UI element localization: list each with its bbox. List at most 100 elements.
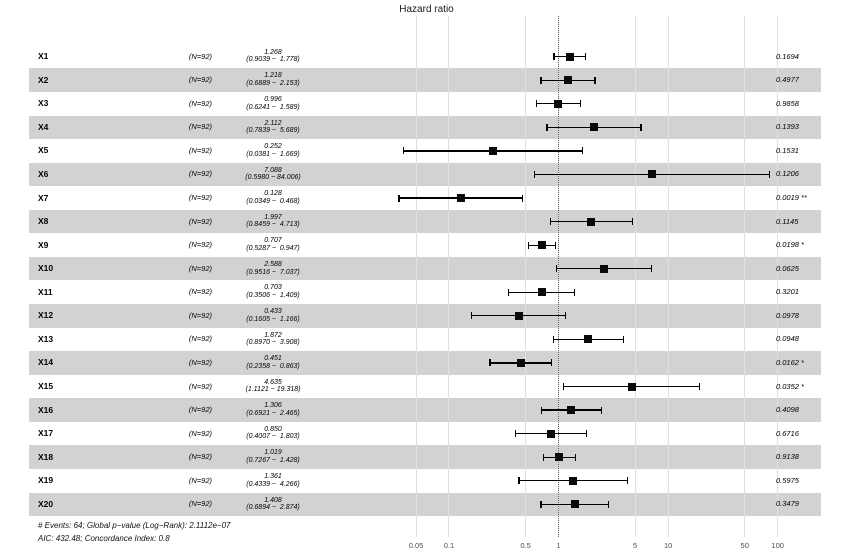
estimate-ci-text: (0.0381 − 1.669) — [246, 150, 300, 158]
p-value: 0.0352 * — [776, 381, 804, 391]
hazard-ratio-marker — [647, 170, 656, 179]
sample-size: (N=92) — [188, 263, 212, 273]
estimate-value: 0.451 — [264, 355, 282, 363]
row-label: X8 — [38, 216, 49, 227]
row-label: X10 — [38, 263, 54, 274]
ci-cap-right — [698, 383, 700, 391]
estimate-value: 0.433 — [264, 308, 282, 316]
ci-cap-right — [622, 335, 624, 343]
estimate-ci-text: (0.3506 − 1.409) — [246, 292, 300, 300]
row-label: X4 — [38, 121, 49, 132]
ci-cap-left — [518, 477, 520, 485]
row-band — [29, 445, 821, 469]
estimate-value: 1.408 — [264, 496, 282, 504]
ci-cap-left — [535, 100, 537, 108]
hazard-ratio-marker — [570, 500, 579, 509]
estimate-value: 1.306 — [264, 402, 282, 410]
ci-cap-right — [585, 430, 588, 438]
sample-size: (N=92) — [188, 310, 212, 320]
row-band — [29, 351, 821, 375]
estimate-value: 1.361 — [264, 472, 282, 480]
hazard-ratio-marker — [563, 76, 572, 85]
reference-line — [558, 16, 560, 537]
row-label: X11 — [38, 286, 53, 297]
hazard-ratio-marker — [584, 335, 593, 344]
sample-size: (N=92) — [188, 216, 212, 226]
row-label: X5 — [38, 145, 49, 156]
estimate-text-block: 1.408 (0.6894 − 2.874) — [213, 497, 333, 512]
p-value: 0.0198 * — [776, 240, 804, 250]
estimate-text-block: 1.306 (0.6921 − 2.465) — [213, 402, 333, 417]
estimate-text-block: 7.088 (0.5980 − 84.006) — [213, 167, 333, 182]
ci-cap-left — [533, 170, 535, 178]
hazard-ratio-marker — [488, 146, 497, 155]
row-band — [29, 209, 821, 234]
sample-size: (N=92) — [188, 240, 212, 250]
estimate-text-block: 1.268 (0.9039 − 1.778) — [213, 49, 333, 64]
p-value: 0.0019 ** — [776, 193, 807, 203]
ci-cap-right — [555, 241, 557, 249]
estimate-ci-text: (0.5980 − 84.006) — [245, 174, 301, 182]
x-axis-tick-label: 100 — [771, 540, 784, 550]
estimate-text-block: 0.850 (0.4007 − 1.803) — [213, 426, 333, 441]
estimate-text-block: 0.707 (0.5287 − 0.947) — [213, 237, 333, 252]
x-axis-tick-label: 10 — [663, 540, 673, 550]
ci-cap-right — [565, 312, 567, 320]
ci-cap-right — [626, 477, 629, 485]
ci-cap-right — [631, 218, 633, 226]
ci-cap-left — [542, 453, 545, 461]
hazard-ratio-marker — [555, 453, 564, 462]
hazard-ratio-marker — [514, 311, 523, 320]
x-axis-tick-label: 0.05 — [408, 540, 424, 550]
x-axis-tick-label: 0.5 — [520, 540, 531, 550]
row-label: X6 — [38, 168, 49, 179]
row-label: X18 — [38, 451, 54, 462]
estimate-ci-text: (0.9039 − 1.778) — [246, 56, 300, 64]
estimate-text-block: 1.361 (0.4339 − 4.266) — [213, 473, 333, 488]
p-value: 0.0948 — [776, 334, 799, 344]
ci-cap-right — [640, 123, 642, 131]
estimate-value: 0.850 — [264, 425, 282, 433]
ci-cap-right — [521, 194, 523, 202]
ci-cap-right — [600, 406, 602, 414]
row-label: X3 — [38, 98, 49, 109]
row-band — [29, 68, 821, 92]
row-band — [29, 398, 821, 422]
estimate-ci-text: (0.6241 − 1.589) — [246, 103, 300, 111]
x-axis-tick-label: 1 — [556, 540, 561, 550]
estimate-text-block: 0.433 (0.1605 − 1.166) — [213, 308, 333, 323]
estimate-ci-text: (0.6921 − 2.465) — [246, 409, 300, 417]
ci-cap-right — [579, 100, 582, 108]
estimate-value: 2.112 — [264, 119, 282, 127]
p-value: 0.0978 — [776, 310, 799, 320]
estimate-ci-text: (0.6889 − 2.153) — [246, 80, 300, 88]
hazard-ratio-marker — [537, 288, 546, 297]
x-gridline — [744, 16, 746, 537]
estimate-ci-text: (0.7267 − 1.428) — [246, 456, 300, 464]
hazard-ratio-marker — [627, 382, 636, 391]
hazard-ratio-marker — [456, 194, 465, 203]
estimate-text-block: 2.112 (0.7839 − 5.689) — [213, 120, 333, 135]
p-value: 0.4977 — [776, 75, 799, 85]
p-value: 0.1531 — [776, 145, 799, 155]
ci-cap-right — [582, 147, 584, 155]
row-label: X9 — [38, 239, 49, 250]
row-label: X1 — [38, 51, 49, 62]
ci-cap-left — [553, 53, 555, 61]
x-gridline — [415, 16, 417, 537]
ci-cap-left — [546, 123, 548, 131]
ci-cap-right — [607, 500, 610, 508]
hazard-ratio-marker — [590, 123, 599, 132]
p-value: 0.1145 — [776, 216, 799, 226]
estimate-value: 0.707 — [264, 237, 282, 245]
estimate-text-block: 0.128 (0.0349 − 0.468) — [213, 190, 333, 205]
estimate-ci-text: (0.2358 − 0.863) — [246, 362, 300, 370]
estimate-text-block: 0.703 (0.3506 − 1.409) — [213, 284, 333, 299]
hazard-ratio-marker — [587, 217, 596, 226]
x-gridline — [525, 16, 527, 537]
estimate-text-block: 4.635 (1.1121 − 19.318) — [213, 379, 333, 394]
estimate-value: 7.088 — [264, 166, 282, 174]
estimate-text-block: 1.997 (0.8459 − 4.713) — [213, 214, 333, 229]
sample-size: (N=92) — [188, 334, 212, 344]
